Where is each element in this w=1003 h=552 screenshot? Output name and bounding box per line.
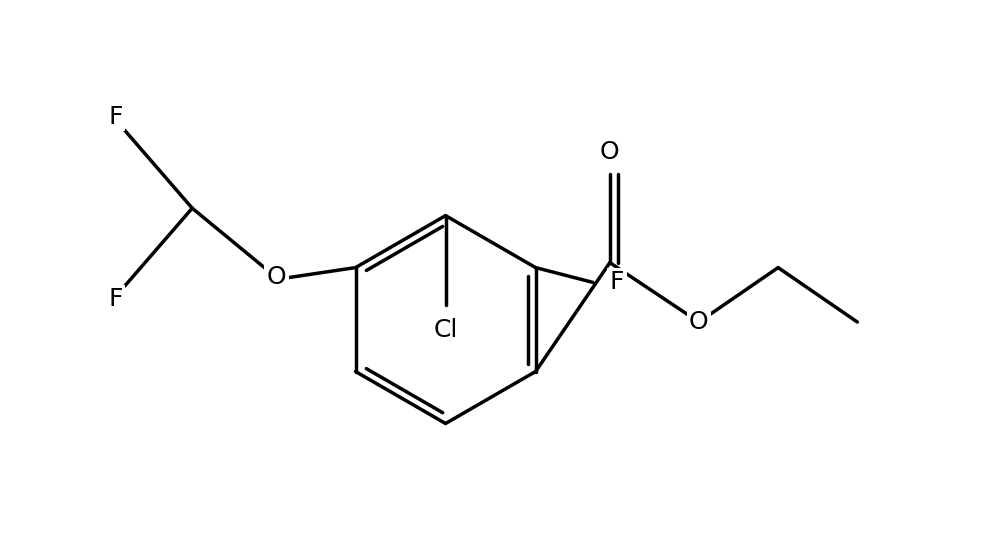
Text: Cl: Cl [433,317,457,342]
Text: O: O [688,310,708,334]
Text: O: O [600,140,619,163]
Text: F: F [609,270,624,294]
Text: O: O [266,266,286,289]
Text: F: F [108,288,122,311]
Text: F: F [108,105,122,129]
